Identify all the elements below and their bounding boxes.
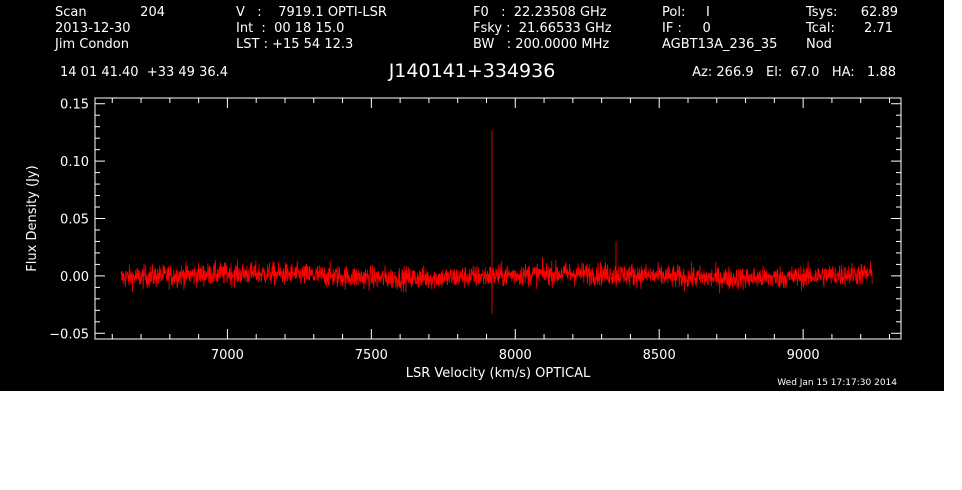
bandwidth: BW : 200.0000 MHz bbox=[473, 37, 610, 52]
spectrum-chart: 7000 7500 8000 8500 9000 −0.05 0.00 0.05 0.10 0.1… bbox=[25, 97, 902, 381]
observer: Jim Condon bbox=[55, 37, 129, 52]
source-coordinates: 14 01 41.40 +33 49 36.4 bbox=[60, 65, 229, 80]
source-name: J140141+334936 bbox=[388, 60, 556, 82]
rest-frequency: F0 : 22.23508 GHz bbox=[473, 5, 607, 20]
y-axis-label: Flux Density (Jy) bbox=[25, 165, 40, 271]
y-tick-label: 0.10 bbox=[60, 155, 89, 170]
x-tick-label: 9000 bbox=[787, 348, 820, 363]
y-tick-label: −0.05 bbox=[49, 327, 89, 342]
polarization: Pol: I bbox=[662, 5, 710, 20]
integration-info: Int : 00 18 15.0 bbox=[236, 21, 345, 36]
if-number: IF : 0 bbox=[662, 21, 711, 36]
obs-date: 2013-12-30 bbox=[55, 21, 131, 36]
project-id: AGBT13A_236_35 bbox=[662, 37, 778, 52]
scan-number: 204 bbox=[140, 5, 165, 20]
velocity-info: V : 7919.1 OPTI-LSR bbox=[236, 5, 387, 20]
sky-frequency: Fsky : 21.66533 GHz bbox=[473, 21, 612, 36]
x-tick-label: 7500 bbox=[355, 348, 388, 363]
plot-panel: Scan 204 2013-12-30 Jim Condon V : 7919.… bbox=[0, 0, 944, 391]
timestamp: Wed Jan 15 17:17:30 2014 bbox=[777, 378, 897, 388]
x-tick-label: 8000 bbox=[499, 348, 532, 363]
tcal-label: Tcal: bbox=[806, 21, 835, 36]
spectrum-line bbox=[120, 130, 873, 314]
plot-frame bbox=[94, 97, 902, 340]
tsys-value: 62.89 bbox=[860, 5, 898, 20]
scan-label: Scan bbox=[55, 5, 87, 20]
y-tick-label: 0.05 bbox=[60, 213, 89, 228]
tsys-label: Tsys: bbox=[806, 5, 838, 20]
tcal-value: 2.71 bbox=[864, 21, 893, 36]
az-el-ha: Az: 266.9 El: 67.0 HA: 1.88 bbox=[692, 65, 896, 80]
procedure-label: Nod bbox=[806, 37, 832, 52]
x-tick-label: 7000 bbox=[211, 348, 244, 363]
x-tick-label: 8500 bbox=[643, 348, 676, 363]
lst-info: LST : +15 54 12.3 bbox=[236, 37, 354, 52]
y-tick-label: 0.00 bbox=[60, 270, 89, 285]
x-axis-label: LSR Velocity (km/s) OPTICAL bbox=[406, 366, 591, 381]
y-tick-label: 0.15 bbox=[60, 98, 89, 113]
